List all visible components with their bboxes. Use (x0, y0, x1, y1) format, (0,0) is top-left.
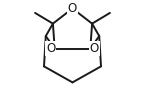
Text: O: O (68, 2, 77, 15)
Text: O: O (90, 42, 99, 55)
Text: O: O (68, 2, 77, 15)
Text: O: O (46, 42, 55, 55)
Text: O: O (46, 42, 55, 55)
Text: O: O (90, 42, 99, 55)
